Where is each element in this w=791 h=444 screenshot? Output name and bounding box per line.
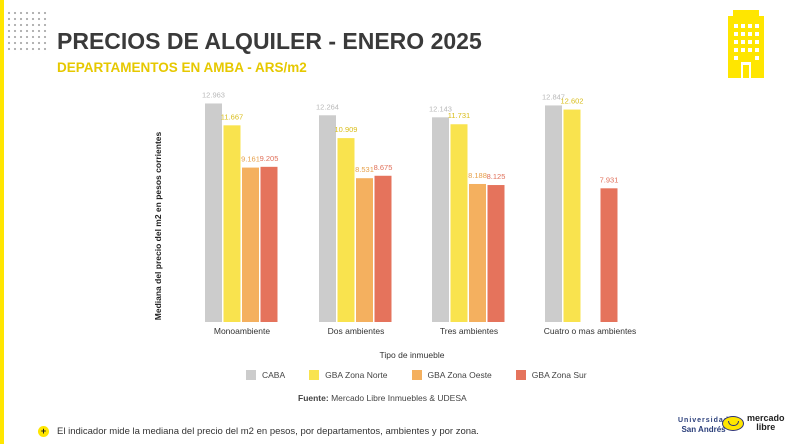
mercadolibre-text-2: libre [756, 422, 776, 432]
bar-gba-zona-norte-2 [450, 124, 468, 322]
bar-caba-3 [545, 105, 562, 323]
data-label-gba-zona-norte-1: 10.909 [335, 125, 358, 134]
footnote: + El indicador mide la mediana del preci… [38, 426, 479, 437]
building-icon [728, 10, 764, 78]
plus-icon: + [38, 426, 49, 437]
legend-item-gba-sur: GBA Zona Sur [515, 370, 587, 380]
bar-caba-0 [205, 103, 222, 322]
data-label-gba-zona-sur-3: 7.931 [600, 175, 619, 184]
bar-gba-zona-oeste-2 [469, 183, 486, 322]
source-label: Fuente: [298, 393, 329, 403]
legend-label-caba: CABA [262, 370, 286, 380]
bar-gba-zona-sur-0 [260, 166, 278, 322]
bar-gba-zona-norte-3 [563, 109, 581, 322]
data-label-gba-zona-oeste-0: 9.161 [241, 155, 260, 164]
sanandres-logo-top: Universidad [678, 417, 730, 424]
bar-caba-1 [319, 115, 336, 322]
page-subtitle: DEPARTAMENTOS EN AMBA - ARS/m2 [57, 60, 307, 75]
data-label-gba-zona-norte-0: 11.667 [221, 112, 243, 121]
handshake-icon [722, 415, 744, 431]
dot-pattern-decoration [6, 10, 50, 54]
chart-legend: CABA GBA Zona Norte GBA Zona Oeste GBA Z… [246, 370, 587, 380]
data-label-caba-0: 12.963 [202, 90, 225, 99]
bar-gba-zona-norte-0 [223, 125, 241, 322]
bar-gba-zona-oeste-0 [242, 167, 259, 322]
data-label-gba-zona-sur-1: 8.675 [374, 163, 393, 172]
mercadolibre-logo-text: mercado libre [747, 414, 785, 432]
footnote-text: El indicador mide la mediana del precio … [57, 426, 479, 437]
x-tick-label-0: Monoambiente [214, 326, 271, 336]
source-text: Mercado Libre Inmuebles & UDESA [328, 393, 467, 403]
bar-gba-zona-sur-2 [487, 185, 505, 322]
x-axis-label: Tipo de inmueble [380, 350, 445, 360]
bar-gba-zona-norte-1 [337, 138, 355, 322]
legend-label-gba-oeste: GBA Zona Oeste [427, 370, 492, 380]
accent-bar [0, 0, 4, 444]
mercadolibre-text-1: mercado [747, 413, 785, 423]
legend-swatch-caba [246, 370, 256, 380]
x-tick-label-3: Cuatro o mas ambientes [544, 326, 637, 336]
legend-swatch-gba-oeste [411, 370, 422, 380]
legend-item-gba-oeste: GBA Zona Oeste [411, 370, 492, 380]
y-axis-label: Mediana del precio del m2 en pesos corri… [153, 131, 163, 320]
legend-label-gba-sur: GBA Zona Sur [531, 370, 587, 380]
sanandres-logo-text: San Andrés [681, 425, 726, 434]
legend-swatch-gba-sur [515, 370, 526, 380]
mercadolibre-logo: mercado libre [722, 414, 785, 432]
data-label-gba-zona-sur-0: 9.205 [260, 154, 279, 163]
bar-gba-zona-sur-3 [600, 188, 618, 322]
data-label-gba-zona-norte-3: 12.602 [561, 97, 584, 106]
legend-item-gba-norte: GBA Zona Norte [309, 370, 388, 380]
data-label-caba-3: 12.847 [542, 92, 565, 101]
data-label-gba-zona-norte-2: 11.731 [448, 111, 470, 120]
data-label-gba-zona-oeste-2: 8.188 [468, 171, 487, 180]
page-title: PRECIOS DE ALQUILER - ENERO 2025 [57, 28, 482, 55]
source-note: Fuente: Mercado Libre Inmuebles & UDESA [298, 393, 467, 403]
title-part1: PRECIOS DE ALQUILER - [57, 28, 343, 54]
bar-gba-zona-sur-1 [374, 175, 392, 322]
x-tick-label-2: Tres ambientes [440, 326, 498, 336]
data-label-gba-zona-sur-2: 8.125 [487, 172, 506, 181]
legend-swatch-gba-norte [309, 370, 320, 380]
bar-gba-zona-oeste-1 [356, 178, 373, 322]
legend-label-gba-norte: GBA Zona Norte [325, 370, 388, 380]
data-label-caba-1: 12.264 [316, 102, 339, 111]
data-label-gba-zona-oeste-1: 8.531 [355, 165, 374, 174]
title-part2: ENERO 2025 [342, 28, 482, 54]
sanandres-logo: Universidad San Andrés [678, 416, 729, 434]
data-label-caba-2: 12.143 [429, 104, 452, 113]
legend-item-caba: CABA [246, 370, 285, 380]
x-tick-label-1: Dos ambientes [328, 326, 385, 336]
bar-caba-2 [432, 117, 449, 322]
